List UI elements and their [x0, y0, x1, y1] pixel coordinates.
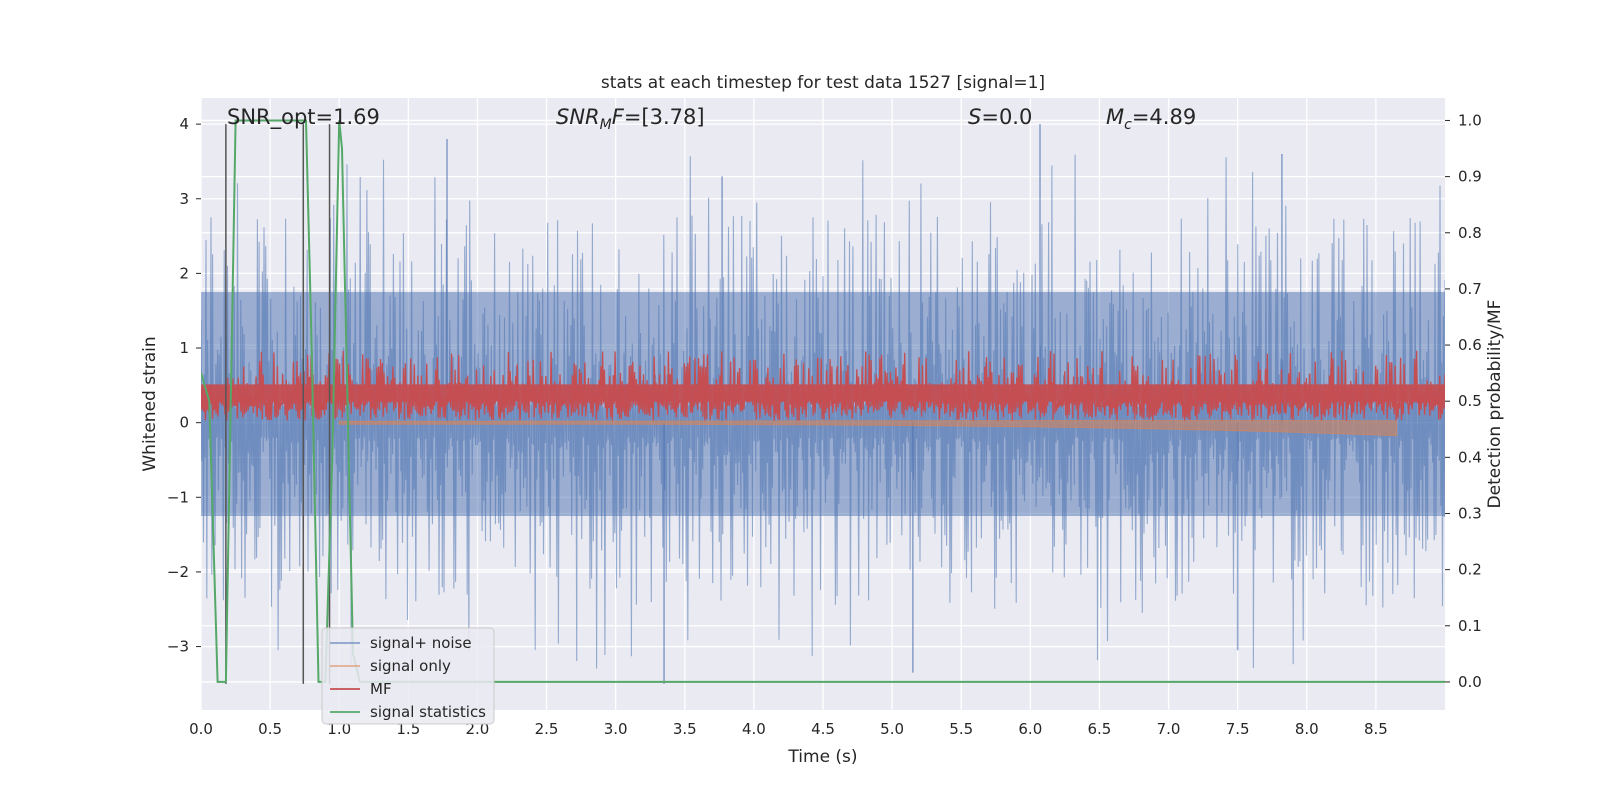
annotation-0: SNR_opt=1.69 [227, 105, 380, 130]
x-tick-label: 0.5 [258, 720, 282, 738]
y-right-tick-label: 0.0 [1458, 673, 1482, 691]
y-left-tick-label: 1 [179, 339, 189, 357]
x-tick-label: 7.5 [1226, 720, 1250, 738]
y-right-tick-label: 0.6 [1458, 336, 1482, 354]
y-left-tick-label: −2 [167, 563, 189, 581]
y-left-axis-label: Whitened strain [140, 336, 160, 471]
series-signal-only [338, 419, 1398, 437]
y-left-tick-label: −3 [167, 638, 189, 656]
y-right-tick-label: 0.9 [1458, 168, 1482, 186]
series-line-signal-statistics [201, 119, 1445, 683]
y-right-axis-ticks: 1.0 0.9 0.8 0.7 0.6 0.5 0.4 0.3 0.2 0.1 0.0 [1445, 111, 1482, 691]
x-tick-label: 5.5 [949, 720, 973, 738]
annotation-2: S=0.0 [968, 105, 1032, 129]
annotations: SNR_opt=1.69 SNRMF=[3.78] S=0.0 Mc=4.89 [227, 105, 1196, 133]
plot-area [201, 119, 1445, 684]
x-tick-label: 2.5 [535, 720, 559, 738]
annotation-1: SNRMF=[3.78] [556, 105, 705, 133]
series-line-mf [201, 350, 1445, 421]
legend-box [321, 627, 495, 725]
x-tick-label: 8.0 [1295, 720, 1319, 738]
x-tick-label: 3.5 [673, 720, 697, 738]
vertical-markers [225, 124, 331, 684]
series-signal-statistics [201, 119, 1445, 683]
x-axis-label: Time (s) [787, 747, 857, 767]
x-tick-label: 7.0 [1157, 720, 1181, 738]
y-left-tick-label: 4 [179, 115, 189, 133]
annotation-3: Mc=4.89 [1106, 105, 1196, 133]
y-left-axis-ticks: 4 3 2 1 0 −1 −2 −3 [167, 115, 201, 656]
legend-label: signal statistics [370, 703, 486, 721]
x-tick-label: 4.5 [811, 720, 835, 738]
y-right-tick-label: 1.0 [1458, 111, 1482, 129]
legend-label: signal only [370, 657, 451, 675]
chart-title: stats at each timestep for test data 152… [601, 73, 1045, 93]
y-right-tick-label: 0.5 [1458, 392, 1482, 410]
x-tick-label: 4.0 [742, 720, 766, 738]
x-tick-label: 6.0 [1018, 720, 1042, 738]
y-right-tick-label: 0.1 [1458, 617, 1482, 635]
y-left-tick-label: 0 [179, 414, 189, 432]
y-left-tick-label: −1 [167, 488, 189, 506]
y-right-tick-label: 0.3 [1458, 504, 1482, 522]
x-tick-label: 8.5 [1364, 720, 1388, 738]
y-right-axis-label: Detection probability/MF [1485, 300, 1505, 509]
y-right-tick-label: 0.4 [1458, 448, 1482, 466]
y-right-tick-label: 0.7 [1458, 280, 1482, 298]
x-axis-ticks: 0.0 0.5 1.0 1.5 2.0 2.5 3.0 3.5 4.0 4.5 5.0 5.5 6.0 6… [189, 720, 1388, 738]
y-right-tick-label: 0.8 [1458, 224, 1482, 242]
series-mf [201, 350, 1445, 421]
legend-label: signal+ noise [370, 634, 472, 652]
series-line-signal-only [338, 419, 1398, 437]
y-right-tick-label: 0.2 [1458, 561, 1482, 579]
legend-label: MF [370, 680, 392, 698]
x-tick-label: 5.0 [880, 720, 904, 738]
x-tick-label: 6.5 [1088, 720, 1112, 738]
y-left-tick-label: 3 [179, 190, 189, 208]
x-tick-label: 3.0 [604, 720, 628, 738]
legend: signal+ noise signal only MF signal statist… [321, 627, 495, 725]
y-left-tick-label: 2 [179, 264, 189, 282]
x-tick-label: 0.0 [189, 720, 213, 738]
